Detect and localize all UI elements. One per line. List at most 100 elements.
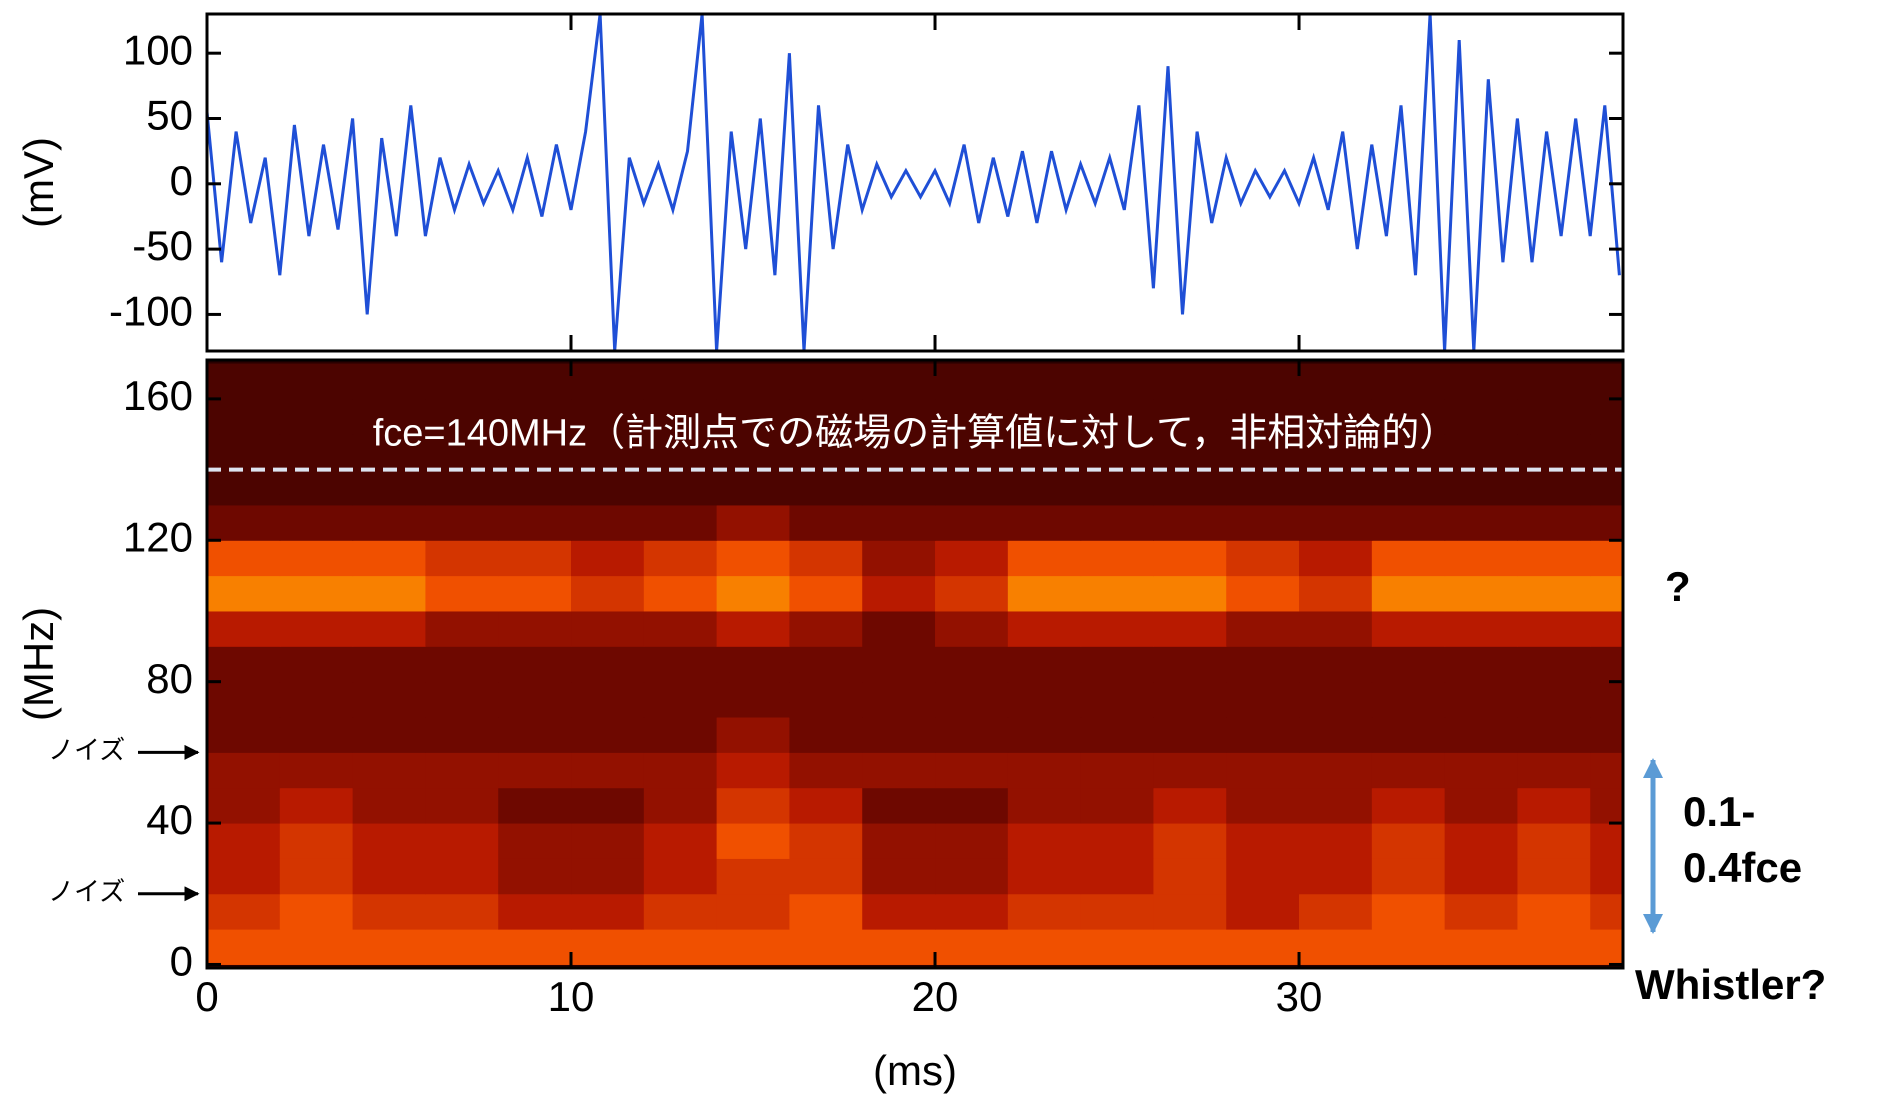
heat-cell [207,823,280,859]
heat-cell [1008,717,1081,753]
heat-cell [789,752,862,788]
heat-cell [1590,364,1623,400]
heat-cell [280,364,353,400]
heat-cell [1299,929,1372,965]
heat-cell [207,894,280,930]
heat-cell [571,540,644,576]
heat-cell [207,929,280,965]
heat-cell [935,929,1008,965]
heat-cell [862,788,935,824]
heat-cell [280,717,353,753]
heat-cell [1590,434,1623,470]
heat-cell [1226,505,1299,541]
heat-cell [425,611,498,647]
heat-cell [207,434,280,470]
heat-cell [644,682,717,718]
heat-cell [935,894,1008,930]
heat-cell [571,823,644,859]
heat-cell [280,682,353,718]
heat-cell [1590,752,1623,788]
heat-cell [935,717,1008,753]
heat-cell [1299,894,1372,930]
heat-cell [1226,682,1299,718]
heat-cell [1445,576,1518,612]
heat-cell [207,364,280,400]
heat-cell [1372,823,1445,859]
heat-cell [207,399,280,435]
heat-cell [280,434,353,470]
heat-cell [1299,717,1372,753]
heat-cell [1372,788,1445,824]
heat-cell [644,505,717,541]
heat-cell [789,894,862,930]
heat-cell [644,894,717,930]
heat-cell [207,470,280,506]
heat-cell [1153,788,1226,824]
heat-cell [862,470,935,506]
heat-cell [862,682,935,718]
y-axis-label: (MHz) [15,607,62,721]
heat-cell [862,858,935,894]
heat-cell [1226,470,1299,506]
heat-cell [1299,646,1372,682]
heat-cell [1008,540,1081,576]
heat-cell [425,894,498,930]
heat-cell [571,576,644,612]
heat-cell [1372,682,1445,718]
heat-cell [1372,929,1445,965]
y-tick-label: 0 [170,938,193,985]
heat-cell [717,540,790,576]
heat-cell [1590,788,1623,824]
heat-cell [1008,470,1081,506]
heat-cell [789,858,862,894]
heat-cell [498,788,571,824]
heat-cell [1153,682,1226,718]
heat-cell [571,505,644,541]
heat-cell [498,682,571,718]
heat-cell [1153,611,1226,647]
heat-cell [1226,611,1299,647]
annotation: 0.1- [1683,788,1755,835]
heat-cell [789,540,862,576]
heat-cell [644,929,717,965]
heat-cell [1372,576,1445,612]
y-tick-label: -100 [109,288,193,335]
heat-cell [1081,894,1154,930]
heat-cell [1153,646,1226,682]
heat-cell [1299,788,1372,824]
heat-cell [1226,929,1299,965]
heat-cell [789,788,862,824]
heat-cell [1517,470,1590,506]
heat-cell [1081,823,1154,859]
heat-cell [207,505,280,541]
heat-cell [207,576,280,612]
heat-cell [353,576,426,612]
heat-cell [353,646,426,682]
heat-cell [353,364,426,400]
heat-cell [571,611,644,647]
heat-cell [425,717,498,753]
heat-cell [1153,858,1226,894]
heat-cell [280,929,353,965]
heat-cell [1226,858,1299,894]
heat-cell [1517,646,1590,682]
heat-cell [644,540,717,576]
heat-cell [1226,717,1299,753]
heat-cell [1081,929,1154,965]
heat-cell [353,788,426,824]
heat-cell [1372,505,1445,541]
heat-cell [1517,894,1590,930]
x-tick-label: 30 [1276,973,1323,1020]
heat-cell [207,752,280,788]
heat-cell [571,894,644,930]
heat-cell [1445,788,1518,824]
heat-cell [1372,364,1445,400]
heat-cell [717,717,790,753]
heat-cell [1299,823,1372,859]
heat-cell [571,470,644,506]
heat-cell [1153,364,1226,400]
heat-cell [1445,929,1518,965]
x-tick-label: 0 [195,973,218,1020]
heat-cell [1590,929,1623,965]
heat-cell [1590,682,1623,718]
